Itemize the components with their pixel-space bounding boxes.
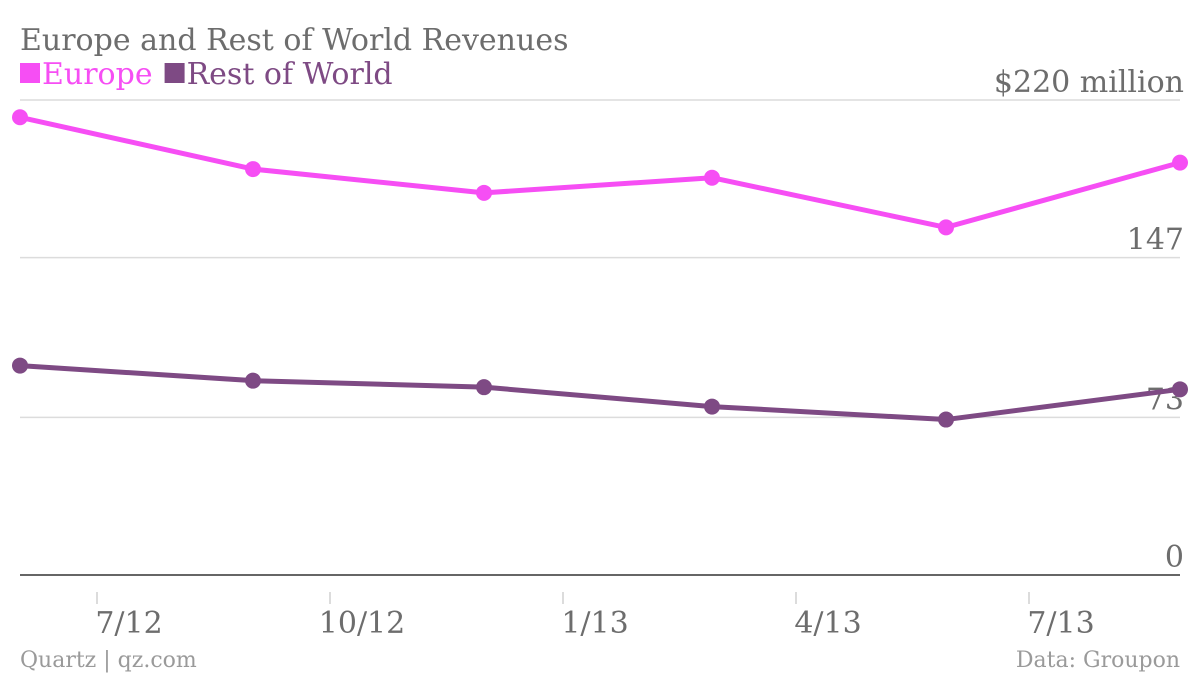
legend-swatch-0 [20, 63, 40, 83]
data-source: Data: Groupon [1016, 648, 1180, 673]
series-1-point-3 [704, 398, 720, 415]
legend-label-0: Europe [42, 57, 153, 92]
series-1-point-0 [12, 357, 28, 374]
y-tick-label-1: 147 [1127, 223, 1184, 258]
series-0-point-0 [12, 109, 28, 126]
y-tick-label-0: $220 million [994, 65, 1184, 100]
series-0-point-2 [476, 184, 492, 201]
series-line-0 [17, 114, 1183, 230]
gridlines [20, 99, 1180, 576]
series-1-point-2 [476, 379, 492, 396]
x-tick-label-2: 1/13 [561, 606, 628, 641]
series-1-point-4 [938, 411, 954, 428]
series-0-point-3 [704, 169, 720, 186]
series-1-point-1 [245, 372, 261, 389]
y-tick-label-3: 0 [1165, 540, 1184, 575]
series-0-point-1 [245, 161, 261, 178]
source-credit: Quartz | qz.com [20, 648, 197, 673]
x-tick-label-4: 7/13 [1027, 606, 1094, 641]
series-1-point-5 [1172, 381, 1188, 398]
series-0-point-4 [938, 219, 954, 236]
legend-swatch-1 [164, 63, 185, 83]
legend-label-1: Rest of World [187, 57, 393, 92]
series-0-point-5 [1172, 154, 1188, 171]
chart-title: Europe and Rest of World Revenues [20, 23, 568, 58]
series-line-1 [17, 363, 1183, 423]
x-tick-label-3: 4/13 [794, 606, 861, 641]
x-tick-label-0: 7/12 [95, 606, 162, 641]
legend: Europe Rest of World [20, 57, 393, 92]
x-axis: 7/12 10/12 1/13 4/13 7/13 [95, 592, 1095, 641]
x-tick-label-1: 10/12 [319, 606, 405, 641]
series-layer [12, 109, 1188, 428]
